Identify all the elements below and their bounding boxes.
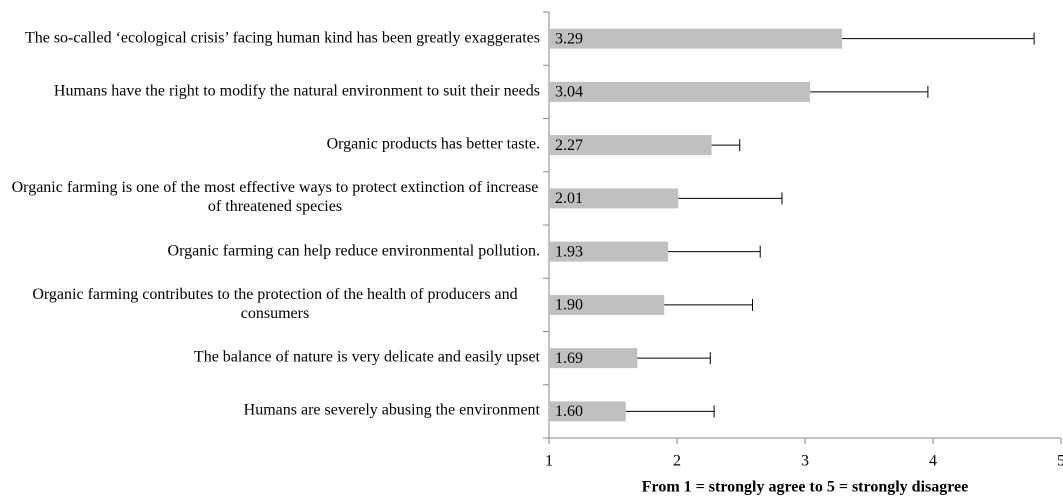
category-text: The so-called ‘ecological crisis’ facing…	[24, 29, 540, 47]
category-label: Humans have the right to modify the natu…	[0, 81, 540, 100]
category-label: Organic farming can help reduce environm…	[0, 241, 540, 260]
category-label: The so-called ‘ecological crisis’ facing…	[0, 28, 540, 47]
category-text: The balance of nature is very delicate a…	[193, 348, 540, 366]
bar	[549, 188, 679, 209]
bar	[549, 294, 665, 315]
category-label: Organic farming is one of the most effec…	[0, 178, 540, 216]
category-label: The balance of nature is very delicate a…	[0, 348, 540, 367]
bar	[549, 135, 712, 156]
x-tick-label: 5	[1057, 453, 1063, 470]
category-text: Organic farming can help reduce environm…	[167, 242, 540, 260]
x-tick-label: 4	[929, 453, 937, 470]
x-tick-label: 1	[545, 453, 553, 470]
x-axis-title: From 1 = strongly agree to 5 = strongly …	[642, 479, 969, 496]
data-label: 3.29	[555, 30, 583, 47]
data-label: 1.90	[555, 297, 583, 314]
category-label: Organic products has better taste.	[0, 135, 540, 154]
data-label: 2.01	[555, 190, 583, 207]
bar	[549, 348, 638, 369]
category-text: Organic farming is one of the most effec…	[11, 179, 539, 216]
bar	[549, 28, 843, 49]
data-label: 1.60	[555, 403, 583, 420]
category-text: Organic farming contributes to the prote…	[32, 285, 518, 322]
category-label: Humans are severely abusing the environm…	[0, 401, 540, 420]
data-label: 3.04	[555, 84, 583, 101]
bar	[549, 401, 626, 422]
data-label: 1.69	[555, 350, 583, 367]
data-label: 1.93	[555, 243, 583, 260]
category-text: Humans have the right to modify the natu…	[53, 82, 540, 100]
data-label: 2.27	[555, 137, 583, 154]
x-tick-label: 3	[801, 453, 809, 470]
category-label: Organic farming contributes to the prote…	[0, 285, 540, 323]
category-text: Humans are severely abusing the environm…	[243, 401, 540, 419]
x-tick-label: 2	[673, 453, 681, 470]
bar	[549, 81, 811, 102]
bar	[549, 241, 669, 262]
category-text: Organic products has better taste.	[326, 135, 540, 153]
